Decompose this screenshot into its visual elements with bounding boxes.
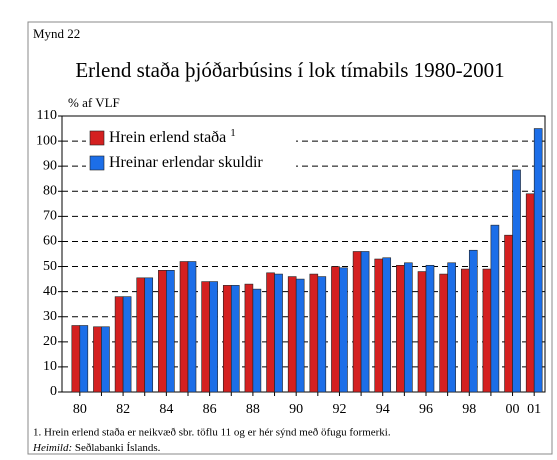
legend-text: Hrein erlend staða xyxy=(109,129,226,146)
legend-note: 1 xyxy=(230,127,236,139)
source: Heimild: Seðlabanki Íslands. xyxy=(32,442,161,454)
bar xyxy=(122,296,132,393)
bar xyxy=(166,270,175,393)
bar xyxy=(79,325,89,393)
y-axis-label: % af VLF xyxy=(68,95,120,110)
bar xyxy=(201,281,210,393)
x-tick-label: 96 xyxy=(419,402,433,417)
x-tick-label: 01 xyxy=(527,402,541,417)
bar xyxy=(447,262,456,393)
bar xyxy=(179,261,189,393)
bar xyxy=(158,270,167,393)
x-tick-label: 84 xyxy=(159,402,173,417)
legend-swatch xyxy=(89,130,105,146)
x-tick-label: 80 xyxy=(73,402,87,417)
bar xyxy=(144,277,154,393)
x-tick-label: 92 xyxy=(332,402,346,417)
legend-label: Hreinar erlendar skuldir xyxy=(109,154,263,171)
bar xyxy=(352,251,362,393)
source-text: Seðlabanki Íslands. xyxy=(75,442,161,454)
x-tick-label: 00 xyxy=(506,402,520,417)
bar xyxy=(525,193,535,393)
y-tick-label: 10 xyxy=(43,359,57,374)
bar xyxy=(468,249,478,393)
bar xyxy=(374,258,384,393)
bar xyxy=(317,276,327,393)
legend-text: Hreinar erlendar skuldir xyxy=(109,154,263,171)
x-tick-label: 90 xyxy=(289,402,303,417)
bar xyxy=(417,271,427,393)
figure-label: Mynd 22 xyxy=(33,26,80,41)
y-tick-label: 70 xyxy=(43,209,57,224)
x-tick-label: 82 xyxy=(116,402,130,417)
chart-title: Erlend staða þjóðarbúsins í lok tímabils… xyxy=(75,58,504,82)
bar xyxy=(114,296,124,393)
y-tick-label: 0 xyxy=(50,384,57,399)
y-tick-label: 110 xyxy=(37,108,57,123)
bar xyxy=(360,251,370,393)
bar xyxy=(396,264,405,393)
bar xyxy=(136,277,146,393)
bar xyxy=(512,169,521,393)
bar xyxy=(482,268,492,393)
bar xyxy=(252,288,262,393)
bar xyxy=(274,273,283,393)
bar xyxy=(382,257,392,393)
legend: Hrein erlend staða 1 Hreinar erlendar skul… xyxy=(86,126,296,176)
bar xyxy=(309,273,319,393)
y-tick-label: 30 xyxy=(43,309,57,324)
x-tick-label: 94 xyxy=(376,402,390,417)
x-tick-label: 88 xyxy=(246,402,260,417)
x-tick-label: 98 xyxy=(462,402,476,417)
legend-background xyxy=(86,126,296,176)
bar xyxy=(244,283,254,393)
bar xyxy=(93,326,102,393)
y-tick-label: 90 xyxy=(43,158,57,173)
bar xyxy=(287,276,297,393)
bar xyxy=(101,326,110,393)
y-tick-label: 60 xyxy=(43,234,57,249)
bar xyxy=(504,234,513,393)
bar xyxy=(490,224,500,393)
bar xyxy=(295,278,305,393)
legend-swatch xyxy=(89,155,105,171)
y-tick-label: 80 xyxy=(43,183,57,198)
legend-label: Hrein erlend staða 1 xyxy=(109,127,236,146)
y-tick-label: 40 xyxy=(43,284,57,299)
bar xyxy=(209,281,218,393)
y-tick-label: 20 xyxy=(43,334,57,349)
x-tick-label: 86 xyxy=(203,402,217,417)
bar xyxy=(533,128,543,393)
frame xyxy=(27,21,553,455)
source-label: Heimild: xyxy=(32,442,72,454)
bar xyxy=(187,261,197,393)
bar xyxy=(266,272,275,393)
bar xyxy=(331,266,340,393)
y-tick-label: 50 xyxy=(43,259,57,274)
bar xyxy=(460,268,470,393)
bar xyxy=(339,267,348,393)
footnote: 1. Hrein erlend staða er neikvæð sbr. tö… xyxy=(33,427,391,439)
bar xyxy=(404,262,413,393)
bar xyxy=(425,264,435,393)
bar xyxy=(439,273,448,393)
bar xyxy=(230,285,240,393)
y-tick-label: 100 xyxy=(36,133,57,148)
bar xyxy=(222,285,232,393)
bar xyxy=(71,325,81,393)
